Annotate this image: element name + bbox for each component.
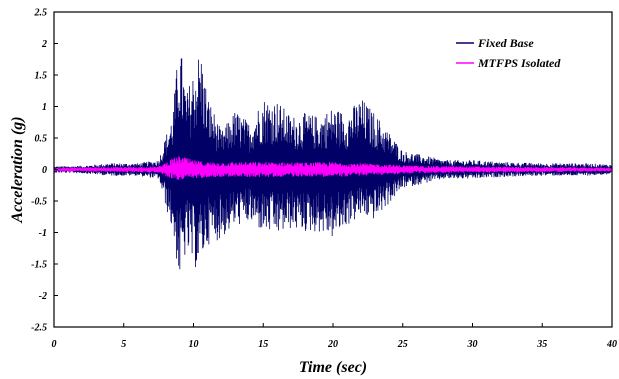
x-tick-label: 15 bbox=[258, 339, 268, 350]
y-tick-label: -2 bbox=[39, 291, 47, 302]
y-tick-label: 0.5 bbox=[35, 134, 48, 145]
x-tick-label: 30 bbox=[467, 339, 478, 350]
y-tick-label: 1.5 bbox=[35, 71, 48, 82]
x-tick-label: 20 bbox=[327, 339, 338, 350]
y-tick-label: 2 bbox=[41, 39, 47, 50]
x-axis: 0 5 10 15 20 25 30 35 40 bbox=[52, 323, 617, 350]
x-tick-label: 40 bbox=[606, 339, 617, 350]
y-axis-title: Acceleration (g) bbox=[9, 116, 26, 223]
x-tick-label: 10 bbox=[189, 339, 199, 350]
y-tick-label: -0.5 bbox=[31, 197, 47, 208]
y-tick-label: 0 bbox=[42, 165, 47, 176]
y-tick-label: 1 bbox=[42, 102, 47, 113]
x-tick-label: 25 bbox=[397, 339, 408, 350]
x-tick-label: 0 bbox=[52, 339, 57, 350]
y-axis: 2.5 2 1.5 1 0.5 0 -0.5 -1 -1.5 -2 -2.5 bbox=[31, 8, 58, 334]
series-line-mtfps-isolated bbox=[53, 156, 613, 180]
legend-label-fixed-base: Fixed Base bbox=[477, 36, 534, 50]
y-tick-label: 2.5 bbox=[34, 8, 48, 19]
series-line-fixed-base bbox=[53, 58, 613, 270]
x-tick-label: 5 bbox=[121, 339, 126, 350]
y-tick-label: -2.5 bbox=[31, 323, 47, 334]
legend: Fixed Base MTFPS Isolated bbox=[456, 36, 561, 70]
series-layer bbox=[53, 58, 613, 270]
y-tick-label: -1 bbox=[39, 228, 47, 239]
x-axis-title: Time (sec) bbox=[299, 359, 367, 376]
x-tick-label: 35 bbox=[536, 339, 547, 350]
legend-label-mtfps-isolated: MTFPS Isolated bbox=[477, 56, 561, 70]
y-tick-label: -1.5 bbox=[31, 260, 47, 271]
